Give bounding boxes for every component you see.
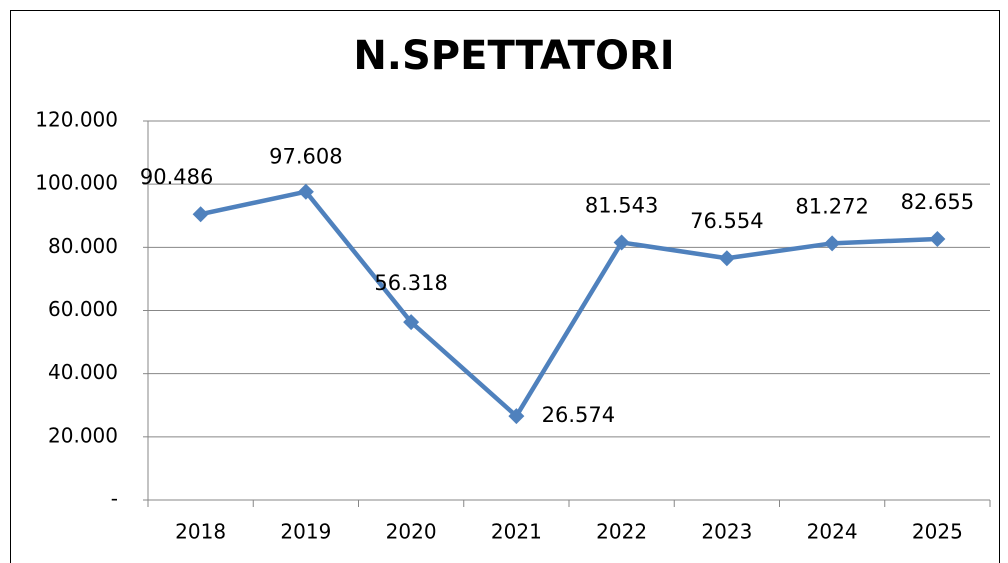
x-tick-label: 2020 <box>386 520 437 544</box>
y-tick-label: 40.000 <box>48 360 118 384</box>
y-tick-label: 20.000 <box>48 423 118 447</box>
x-tick-label: 2022 <box>596 520 647 544</box>
data-label: 90.486 <box>140 165 213 189</box>
data-label: 97.608 <box>269 145 342 169</box>
data-label: 56.318 <box>374 271 447 295</box>
chart-frame <box>10 10 1000 563</box>
x-tick-label: 2024 <box>807 520 858 544</box>
data-point <box>824 235 841 252</box>
y-tick-label: 100.000 <box>35 171 118 195</box>
data-label: 76.554 <box>690 209 763 233</box>
data-point <box>929 230 946 247</box>
x-tick-label: 2021 <box>491 520 542 544</box>
x-tick-label: 2019 <box>280 520 331 544</box>
data-label: 81.543 <box>585 193 658 217</box>
chart-title: N.SPETTATORI <box>353 33 674 79</box>
data-line <box>200 189 938 419</box>
data-point <box>192 206 209 223</box>
data-point <box>718 250 735 267</box>
data-point <box>403 314 420 331</box>
data-point <box>613 234 630 251</box>
data-point <box>297 183 314 200</box>
y-tick-label: 120.000 <box>35 108 118 132</box>
x-tick-label: 2025 <box>912 520 963 544</box>
data-point <box>508 408 525 425</box>
y-tick-label: 80.000 <box>48 234 118 258</box>
data-label: 26.574 <box>542 403 615 427</box>
data-label: 82.655 <box>901 190 974 214</box>
y-tick-label: - <box>111 487 118 511</box>
data-label: 81.272 <box>795 194 868 218</box>
x-tick-label: 2023 <box>701 520 752 544</box>
y-tick-label: 60.000 <box>48 297 118 321</box>
x-tick-label: 2018 <box>175 520 226 544</box>
